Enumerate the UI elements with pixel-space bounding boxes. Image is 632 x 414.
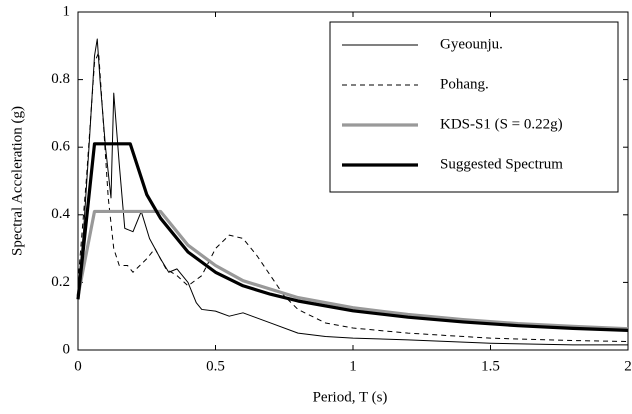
series-line (76, 209, 629, 331)
legend-label: KDS-S1 (S = 0.22g) (440, 116, 563, 132)
y-tick-label: 0 (63, 341, 71, 357)
legend-label: Gyeounju. (440, 36, 503, 52)
x-tick-label: 1.5 (481, 358, 500, 374)
series-line (77, 38, 628, 346)
legend-label: Pohang. (440, 76, 489, 92)
series-line (76, 142, 629, 332)
x-tick-label: 0.5 (206, 358, 225, 374)
y-tick-label: 0.8 (51, 71, 70, 87)
y-tick-label: 0.6 (51, 139, 70, 155)
legend-label: Suggested Spectrum (440, 156, 563, 172)
y-tick-label: 0.4 (51, 206, 70, 222)
x-axis-label: Period, T (s) (313, 389, 388, 405)
series-line (77, 52, 629, 343)
x-tick-label: 2 (624, 358, 632, 374)
y-tick-label: 0.2 (51, 274, 70, 290)
x-tick-label: 0 (74, 358, 82, 374)
x-tick-label: 1 (349, 358, 357, 374)
y-axis-label: Spectral Acceleration (g) (9, 106, 25, 256)
y-tick-label: 1 (63, 3, 71, 19)
